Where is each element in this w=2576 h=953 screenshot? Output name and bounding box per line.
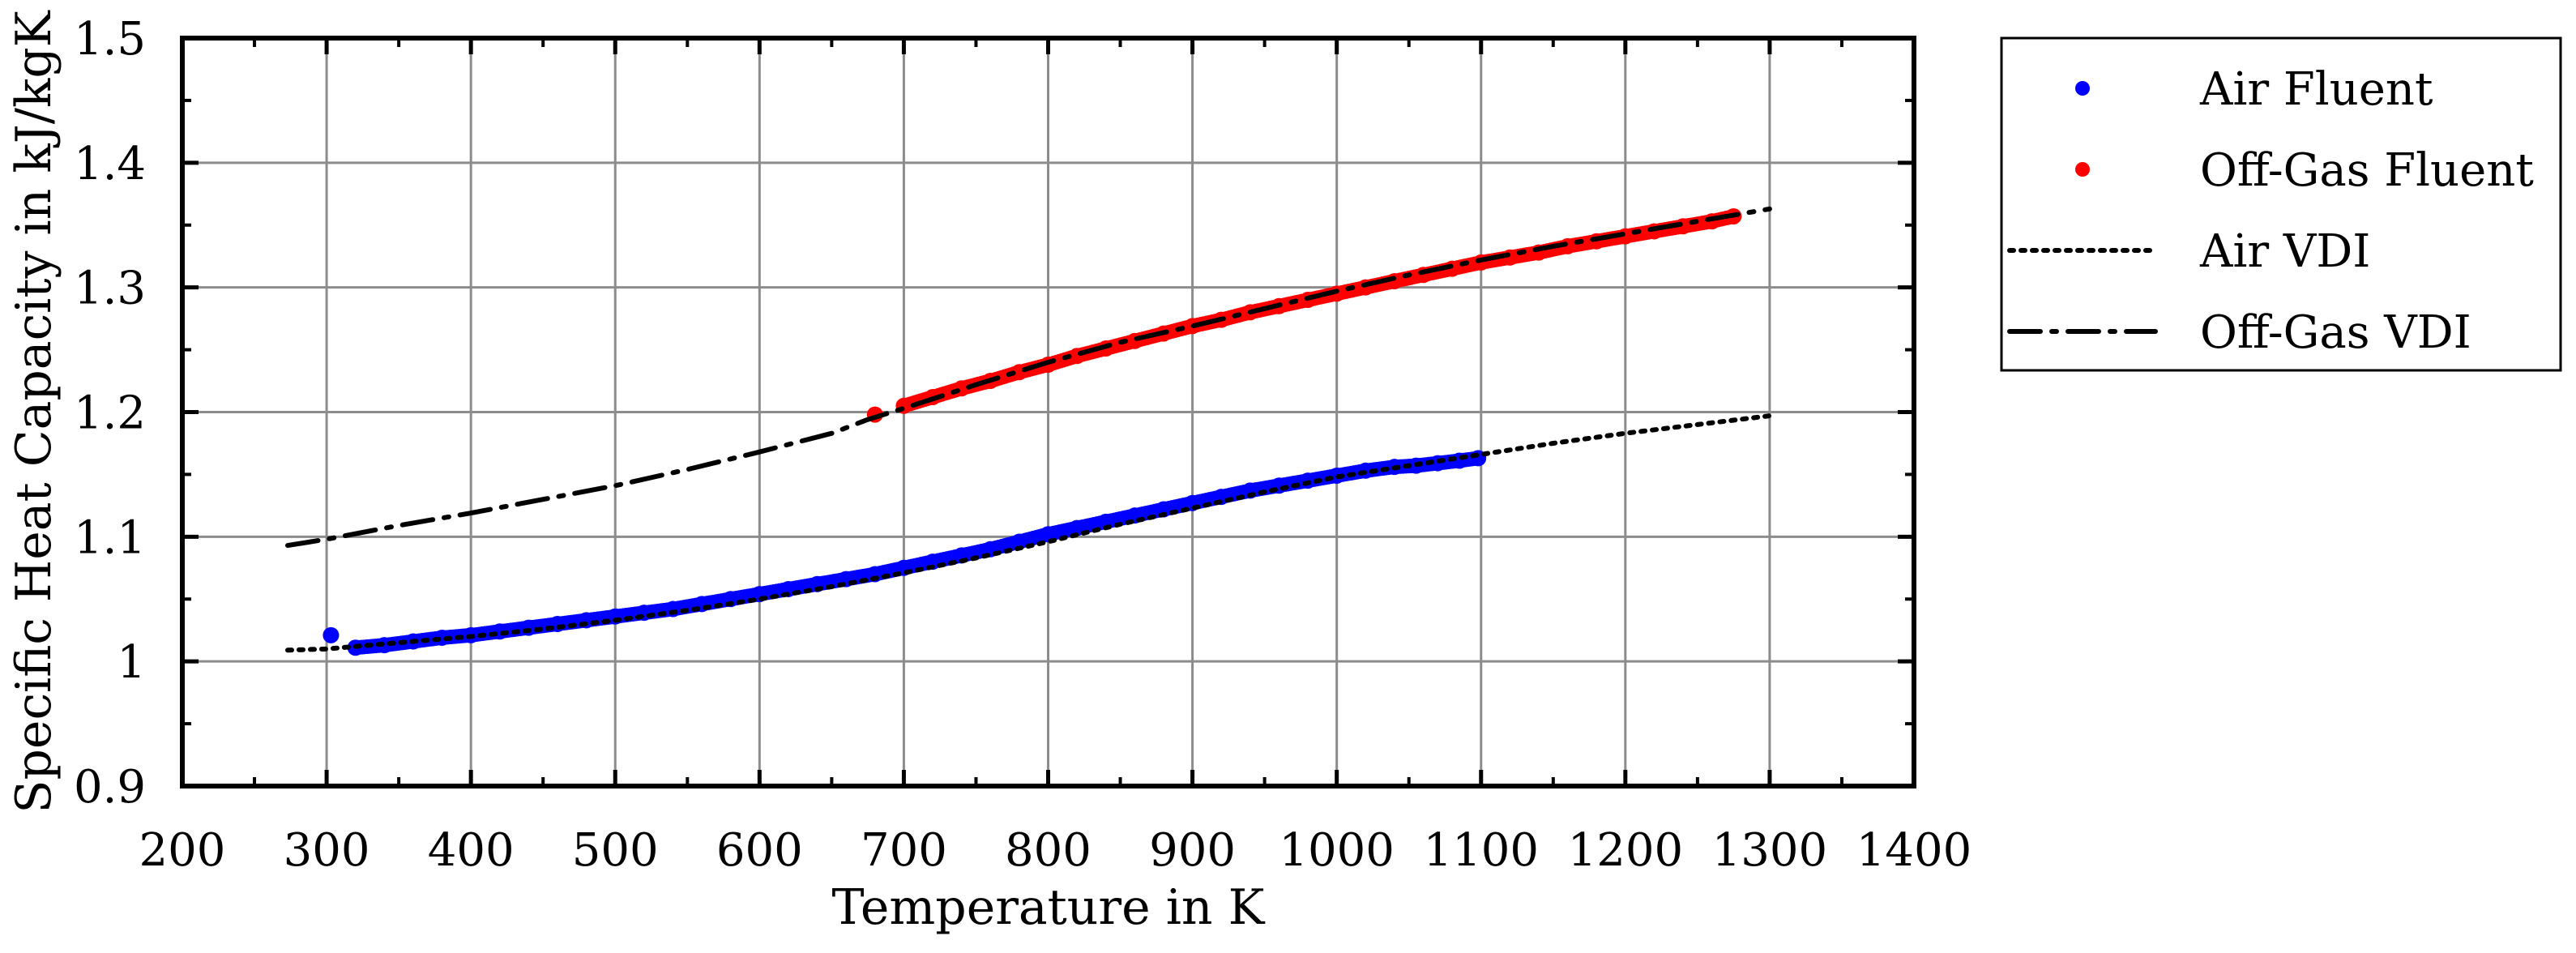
legend-label: Off-Gas Fluent [2200,144,2534,197]
legend-marker [2075,81,2090,96]
legend: Air Fluent Off-Gas Fluent Air VDI Off-Gas V… [2000,36,2562,372]
y-tick-label: 0.9 [74,761,146,814]
legend-item: Off-Gas Fluent [2075,144,2534,197]
legend-marker [2075,162,2090,177]
legend-item: Air Fluent [2075,63,2433,116]
x-tick-labels: 200 300 400 500 600 700 800 900 1000 1100 1200 1300… [139,824,1972,877]
x-tick-label: 600 [716,824,803,877]
legend-label: Air VDI [2199,225,2370,278]
x-tick-label: 1100 [1423,824,1539,877]
y-tick-label: 1.5 [74,13,146,66]
x-tick-label: 1400 [1856,824,1972,877]
series-off-gas-vdi [285,206,1772,549]
x-tick-label: 1200 [1568,824,1684,877]
y-tick-label: 1.4 [74,138,146,190]
data-point [1010,533,1027,550]
legend-frame [2000,36,2562,372]
x-tick-label: 800 [1005,824,1091,877]
y-axis-title: Specific Heat Capacity in kJ/kgK [6,10,62,813]
x-tick-label: 900 [1149,824,1236,877]
y-tick-label: 1.3 [74,263,146,315]
grid [182,38,1914,786]
x-axis-title: Temperature in K [832,879,1266,936]
y-tick-labels: 0.9 1 1.1 1.2 1.3 1.4 1.5 [74,13,146,814]
data-point [434,629,451,646]
x-tick-label: 1300 [1712,824,1828,877]
y-tick-label: 1.1 [74,511,146,564]
x-tick-label: 1000 [1279,824,1395,877]
series-line [285,206,1772,549]
legend-label: Air Fluent [2199,63,2433,116]
y-tick-label: 1 [117,636,146,689]
x-tick-label: 700 [861,824,947,877]
x-tick-label: 400 [428,824,515,877]
legend-item: Air VDI [2007,225,2370,278]
series-air-vdi [285,413,1772,653]
plot-area [285,206,1772,656]
x-tick-label: 300 [284,824,370,877]
x-tick-label: 200 [139,824,226,877]
data-point [1069,519,1086,536]
legend-label: Off-Gas VDI [2200,306,2471,359]
data-point [520,619,537,636]
data-point [323,626,340,643]
y-tick-label: 1.2 [74,387,146,440]
series-line [285,413,1772,653]
legend-item: Off-Gas VDI [2007,306,2471,359]
plot-frame [180,36,1916,788]
x-tick-label: 500 [572,824,659,877]
